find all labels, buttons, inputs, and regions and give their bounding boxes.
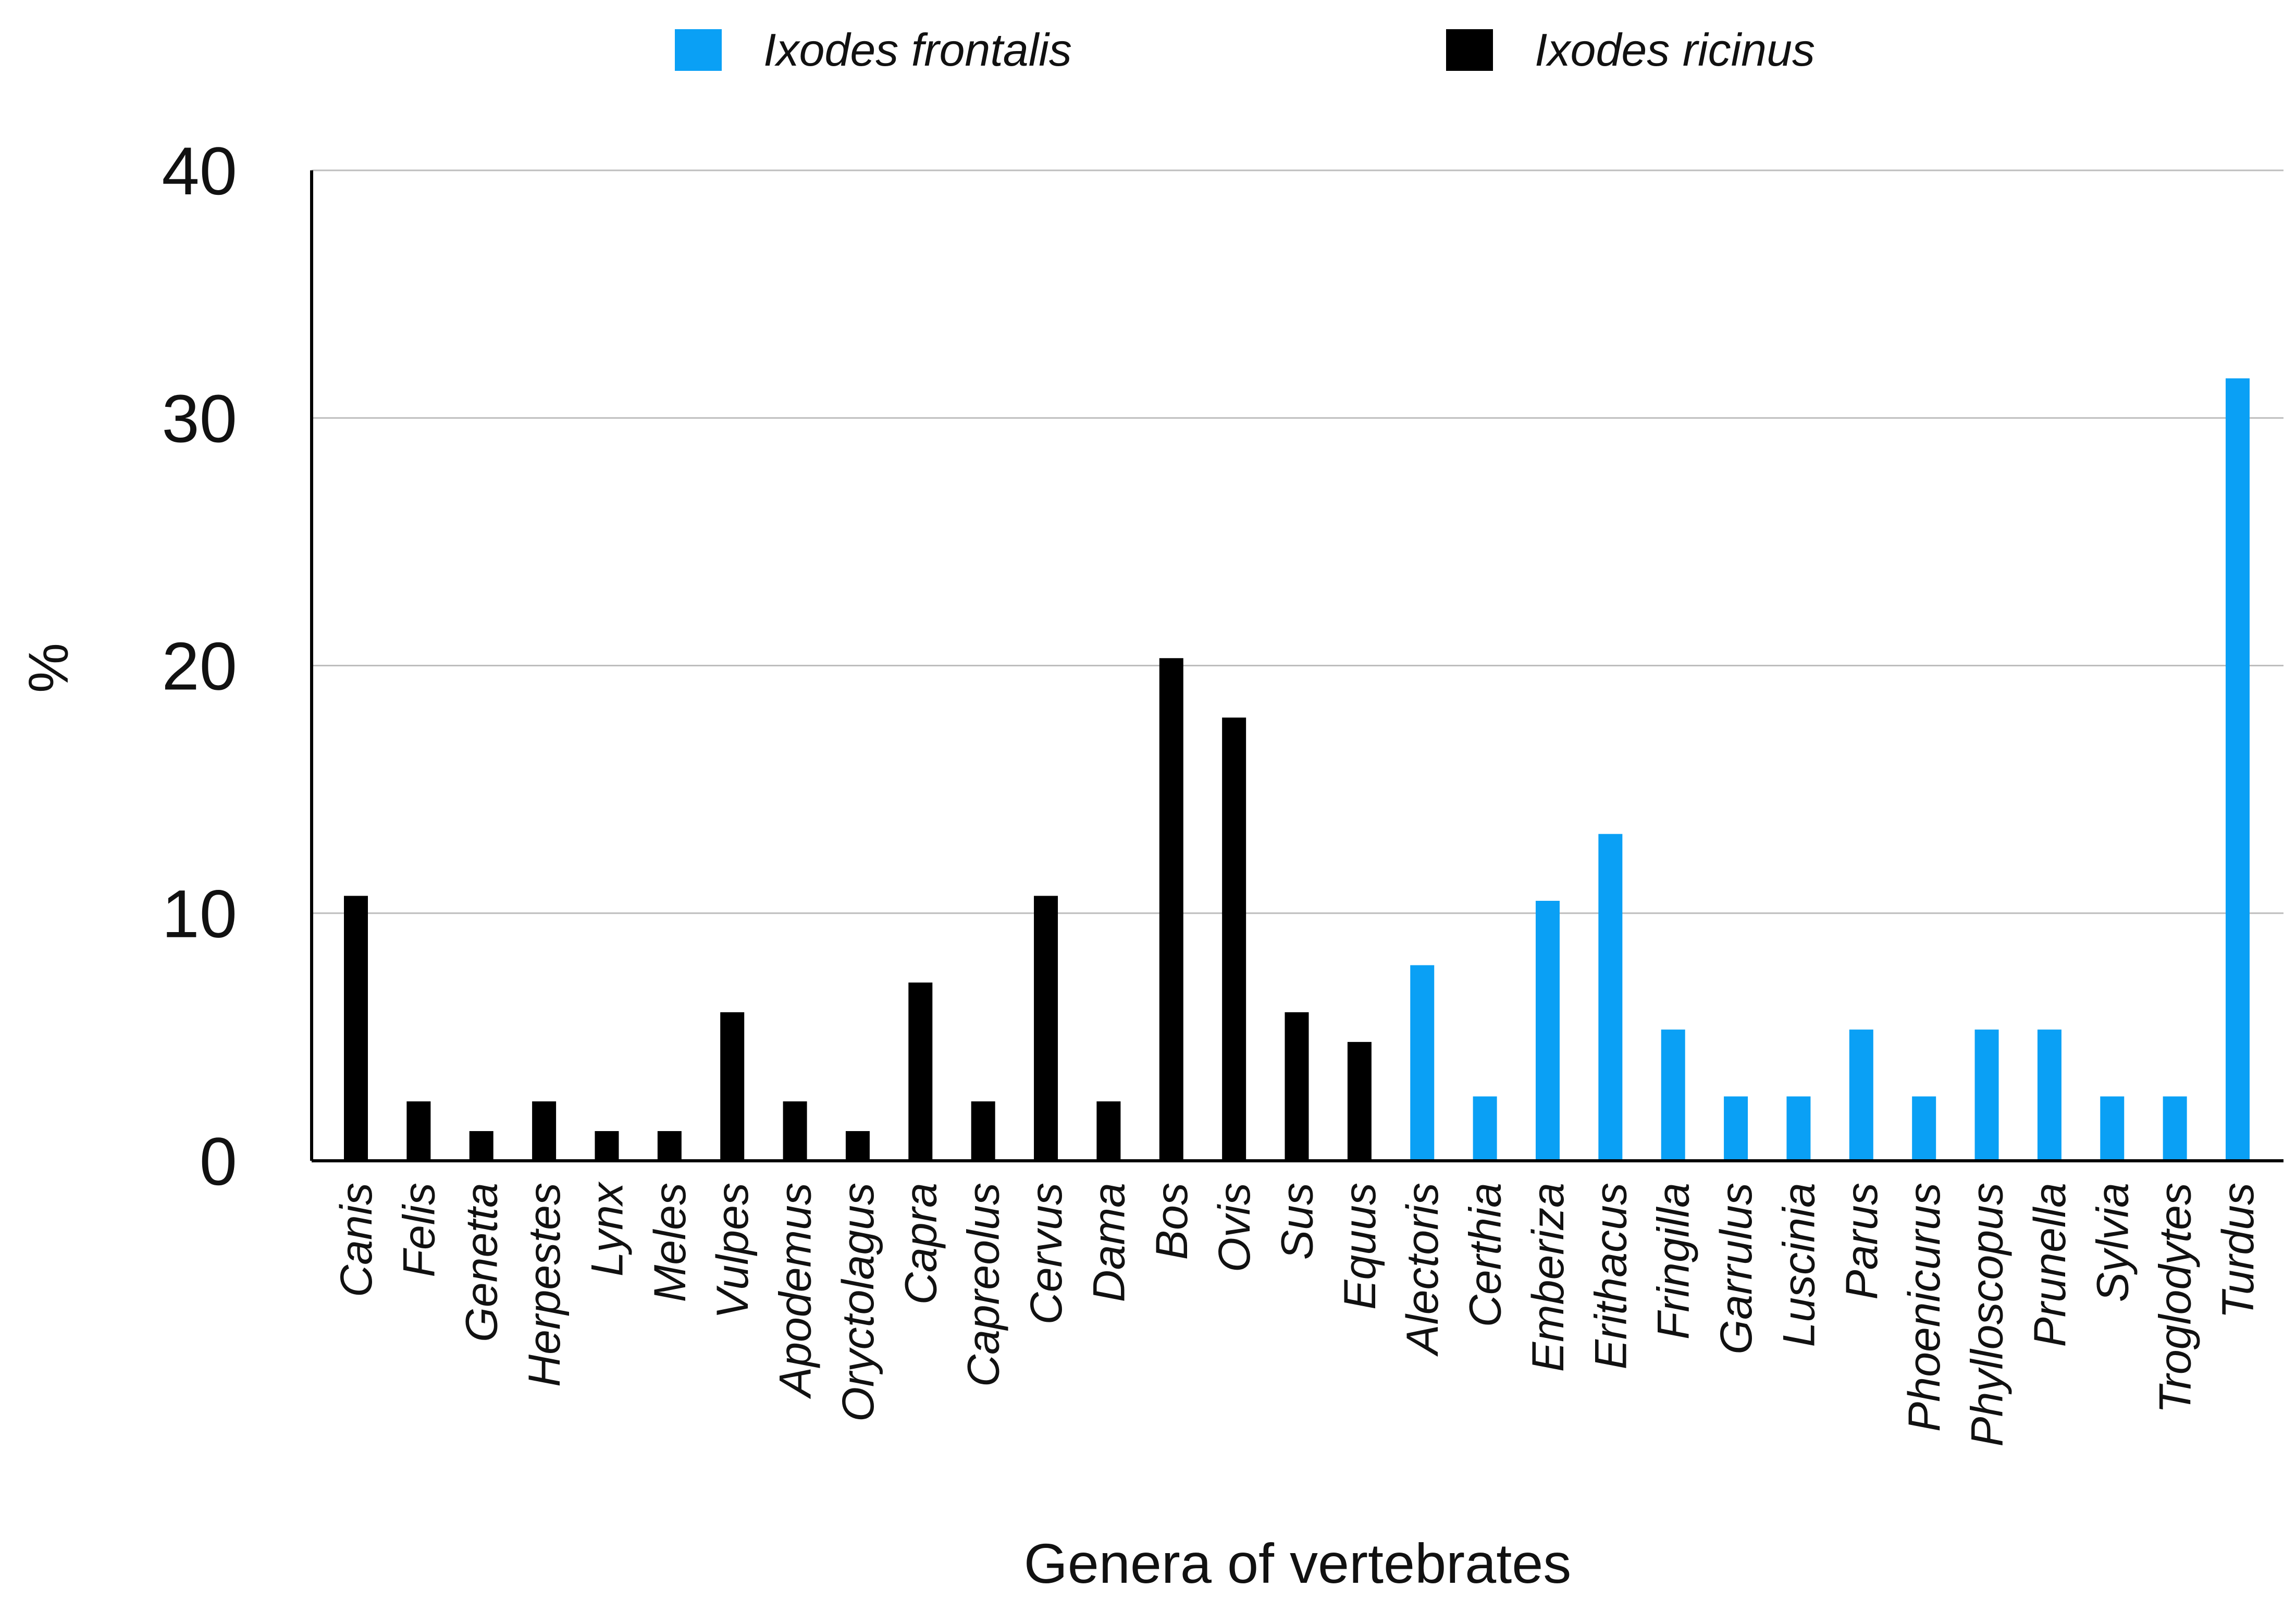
x-tick-label-capreolus: Capreolus	[959, 1183, 1009, 1387]
legend-label-ixodes-frontalis: Ixodes frontalis	[763, 24, 1072, 76]
y-tick-label-30: 30	[162, 380, 237, 456]
y-tick-labels: 0 10 20 30 40	[162, 133, 237, 1199]
bar-oryctolagus	[845, 1131, 870, 1161]
x-tick-label-meles: Meles	[645, 1183, 695, 1302]
x-tick-label-garrulus: Garrulus	[1711, 1183, 1761, 1355]
bar-certhia	[1473, 1096, 1497, 1161]
x-tick-label-troglodytes: Troglodytes	[2151, 1183, 2201, 1413]
x-tick-label-alectoris: Alectoris	[1398, 1183, 1448, 1357]
x-tick-label-sus: Sus	[1273, 1183, 1323, 1260]
x-tick-label-genetta: Genetta	[457, 1183, 507, 1342]
bar-erithacus	[1598, 834, 1623, 1161]
x-tick-label-parus: Parus	[1837, 1183, 1887, 1300]
x-tick-label-phylloscopus: Phylloscopus	[1962, 1183, 2013, 1447]
bar-herpestes	[532, 1101, 557, 1161]
y-axis-title: %	[17, 643, 80, 693]
bar-lynx	[595, 1131, 619, 1161]
x-tick-label-prunella: Prunella	[2025, 1183, 2075, 1347]
x-tick-label-certhia: Certhia	[1461, 1183, 1511, 1327]
axes	[310, 170, 2283, 1162]
bar-meles	[657, 1131, 682, 1161]
gridlines	[312, 169, 2283, 914]
x-tick-label-equus: Equus	[1335, 1183, 1385, 1310]
x-tick-label-herpestes: Herpestes	[520, 1183, 570, 1387]
bar-vulpes	[720, 1012, 745, 1161]
x-tick-label-felis: Felis	[394, 1183, 444, 1277]
x-tick-label-ovis: Ovis	[1209, 1183, 1260, 1272]
bar-capreolus	[971, 1101, 995, 1161]
x-tick-label-erithacus: Erithacus	[1586, 1183, 1636, 1370]
bar-sylvia	[2100, 1096, 2125, 1161]
y-tick-label-10: 10	[162, 876, 237, 952]
bar-prunella	[2037, 1030, 2062, 1161]
bar-capra	[908, 982, 933, 1161]
y-tick-label-0: 0	[200, 1123, 237, 1199]
bar-fringilla	[1661, 1030, 1685, 1161]
bar-emberiza	[1535, 900, 1560, 1161]
x-tick-label-bos: Bos	[1147, 1183, 1197, 1260]
bar-bos	[1159, 658, 1183, 1161]
x-tick-label-luscinia: Luscinia	[1774, 1183, 1824, 1347]
x-tick-label-emberiza: Emberiza	[1523, 1183, 1573, 1372]
x-tick-label-apodemus: Apodemus	[771, 1183, 821, 1399]
bar-cervus	[1034, 896, 1058, 1161]
bar-garrulus	[1724, 1096, 1748, 1161]
bar-luscinia	[1786, 1096, 1811, 1161]
bar-sus	[1285, 1012, 1309, 1161]
x-tick-label-phoenicurus: Phoenicurus	[1899, 1183, 1949, 1432]
x-tick-labels: Canis Felis Genetta Herpestes Lynx Meles Vulpe…	[331, 1181, 2263, 1447]
y-tick-label-40: 40	[162, 133, 237, 209]
legend-item-ixodes-frontalis: Ixodes frontalis	[675, 23, 1072, 77]
bar-turdus	[2226, 378, 2250, 1161]
bar-apodemus	[783, 1101, 807, 1161]
bar-canis	[344, 896, 368, 1161]
bar-phoenicurus	[1912, 1096, 1936, 1161]
bars	[344, 378, 2250, 1161]
bar-alectoris	[1410, 965, 1435, 1161]
legend-label-ixodes-ricinus: Ixodes ricinus	[1535, 24, 1816, 76]
bar-genetta	[469, 1131, 493, 1161]
x-tick-label-turdus: Turdus	[2213, 1183, 2263, 1319]
x-tick-label-oryctolagus: Oryctolagus	[833, 1183, 883, 1422]
x-tick-label-sylvia: Sylvia	[2088, 1183, 2138, 1302]
legend-item-ixodes-ricinus: Ixodes ricinus	[1446, 23, 1815, 77]
bar-dama	[1096, 1101, 1121, 1161]
x-tick-label-dama: Dama	[1084, 1183, 1134, 1302]
x-tick-label-capra: Capra	[896, 1183, 946, 1305]
x-tick-label-fringilla: Fringilla	[1649, 1183, 1699, 1339]
x-tick-label-lynx: Lynx	[582, 1181, 632, 1276]
x-axis-title: Genera of vertebrates	[1024, 1532, 1572, 1595]
bar-ovis	[1222, 717, 1246, 1161]
x-tick-label-vulpes: Vulpes	[708, 1183, 758, 1319]
legend-swatch-ixodes-ricinus	[1446, 29, 1493, 71]
bar-equus	[1347, 1041, 1372, 1161]
bar-felis	[406, 1101, 431, 1161]
bar-phylloscopus	[1974, 1030, 1999, 1161]
legend-swatch-ixodes-frontalis	[675, 29, 722, 71]
x-tick-label-cervus: Cervus	[1021, 1183, 1071, 1324]
bar-parus	[1849, 1030, 1873, 1161]
y-tick-label-20: 20	[162, 628, 237, 704]
x-tick-label-canis: Canis	[331, 1183, 381, 1297]
bar-troglodytes	[2163, 1096, 2187, 1161]
